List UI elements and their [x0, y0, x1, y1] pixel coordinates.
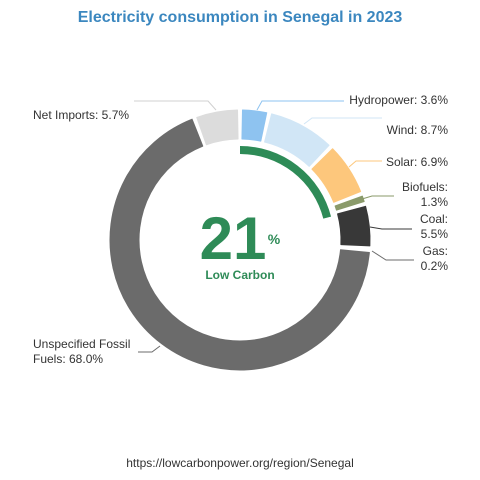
label-leaders: [134, 100, 414, 353]
center-unit: %: [268, 231, 281, 247]
donut-slices: [109, 109, 371, 371]
leader-unspecified-fossil-fuels: [138, 345, 161, 353]
slice-biofuels: [334, 195, 365, 211]
label-wind: Wind: 8.7%: [387, 123, 449, 137]
leader-biofuels: [361, 195, 394, 200]
label-biofuels: Biofuels: 1.3%: [402, 180, 448, 209]
slice-wind: [264, 113, 330, 167]
slice-solar: [311, 148, 362, 203]
leader-hydropower: [256, 100, 344, 111]
label-unspecified-fossil-fuels: Unspecified Fossil Fuels: 68.0%: [33, 337, 130, 366]
label-solar: Solar: 6.9%: [386, 155, 448, 169]
label-gas: Gas: 0.2%: [421, 244, 449, 273]
low-carbon-arc: [239, 146, 332, 219]
source-url[interactable]: https://lowcarbonpower.org/region/Senega…: [126, 456, 354, 470]
label-hydropower: Hydropower: 3.6%: [349, 93, 448, 107]
leader-wind: [303, 117, 382, 125]
center-label: Low Carbon: [205, 268, 274, 282]
leader-net-imports: [134, 100, 217, 111]
slice-unspecified-fossil-fuels: [109, 118, 370, 371]
slice-net-imports: [196, 109, 239, 146]
slice-labels: Hydropower: 3.6% Wind: 8.7% Solar: 6.9% Bio…: [33, 93, 448, 366]
slice-hydropower: [241, 109, 268, 142]
leader-coal: [369, 226, 412, 230]
leader-gas: [371, 250, 414, 261]
chart-title: Electricity consumption in Senegal in 20…: [77, 9, 403, 26]
leader-solar: [348, 160, 382, 168]
label-net-imports: Net Imports: 5.7%: [33, 108, 129, 122]
label-coal: Coal: 5.5%: [420, 212, 448, 241]
slice-coal: [337, 205, 371, 247]
center-value: 21: [200, 205, 267, 272]
